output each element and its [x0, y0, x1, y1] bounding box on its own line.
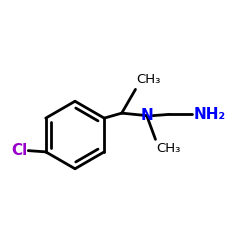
Text: NH₂: NH₂ — [194, 107, 226, 122]
Text: CH₃: CH₃ — [137, 74, 161, 86]
Text: N: N — [140, 108, 153, 123]
Text: CH₃: CH₃ — [157, 142, 181, 155]
Text: Cl: Cl — [11, 143, 27, 158]
